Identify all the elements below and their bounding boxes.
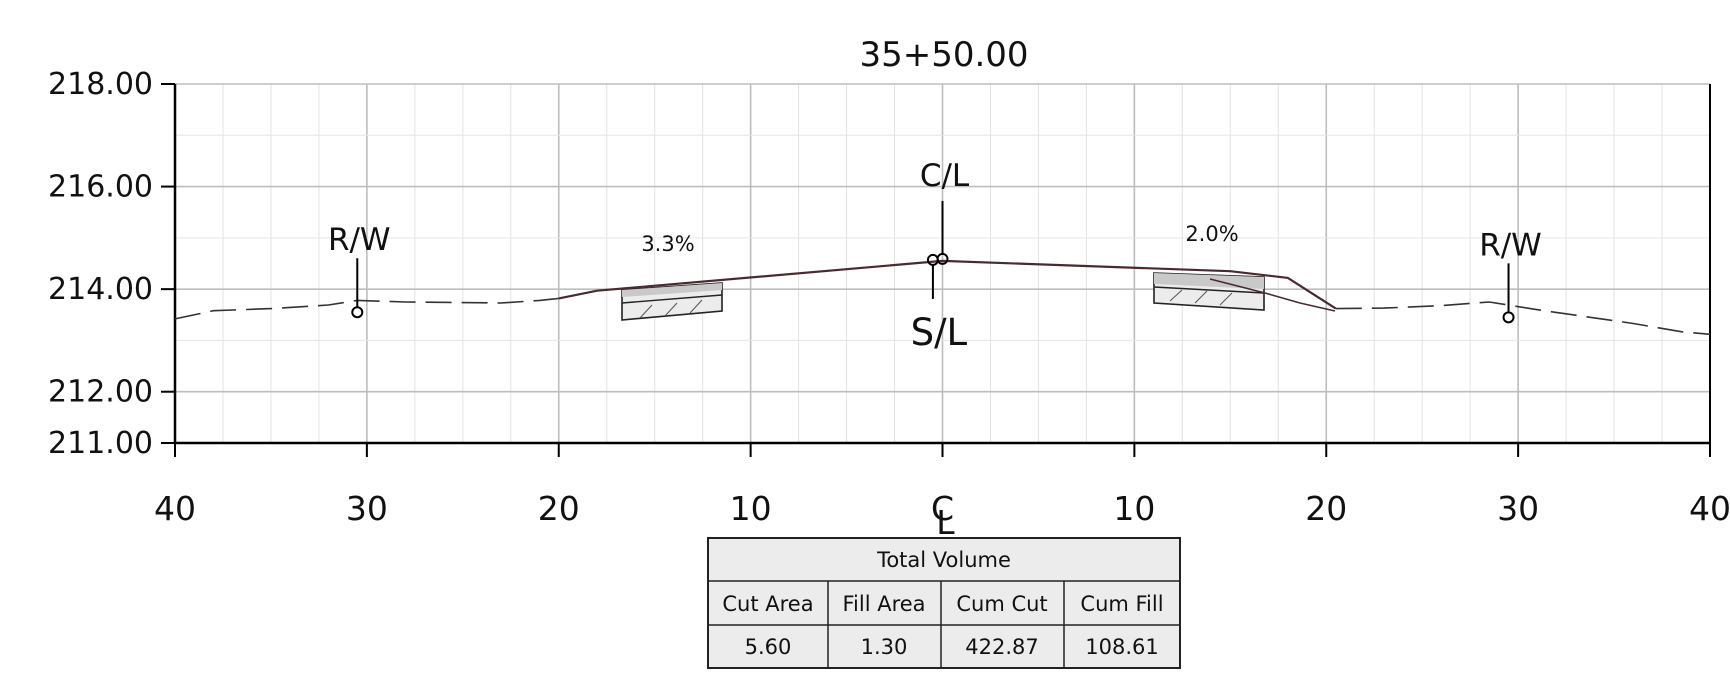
x-tick-label: 30	[346, 489, 388, 528]
col-fill-area: Fill Area	[842, 592, 925, 616]
x-tick-label: 10	[1113, 489, 1155, 528]
left-cross-slope-label: 3.3%	[641, 232, 694, 256]
x-tick-label: 20	[1305, 489, 1347, 528]
val-cut-area: 5.60	[745, 635, 792, 659]
right-of-way-label: R/W	[328, 222, 391, 258]
right-of-way-label: R/W	[1479, 227, 1542, 263]
x-tick-label: 40	[154, 489, 196, 528]
callouts: R/W R/W C/L S/L 3.3% 2.0%	[328, 158, 1542, 354]
x-tick-sublabel: L	[936, 503, 955, 542]
x-tick-label: 10	[730, 489, 772, 528]
right-pavement-block	[1153, 272, 1265, 311]
val-cum-cut: 422.87	[965, 635, 1038, 659]
x-tick-label: 30	[1497, 489, 1539, 528]
y-tick-label: 216.00	[48, 170, 153, 205]
y-tick-label: 218.00	[48, 67, 153, 102]
x-tick-label: C	[931, 489, 954, 528]
y-tick-label: 212.00	[48, 375, 153, 410]
survey-line-label: S/L	[911, 311, 968, 354]
survey-line-marker	[926, 253, 939, 266]
right-ditch-line	[1209, 278, 1336, 312]
x-tick-label: 40	[1689, 489, 1730, 528]
y-tick-label: 211.00	[48, 426, 153, 461]
y-tick-labels: 218.00 216.00 214.00 212.00 211.00	[48, 67, 175, 461]
col-cut-area: Cut Area	[722, 592, 813, 616]
grid	[175, 83, 1710, 443]
proposed-finished-grade	[558, 259, 1337, 310]
val-cum-fill: 108.61	[1085, 635, 1158, 659]
volume-table-header: Total Volume	[876, 548, 1011, 572]
volume-table: Total Volume Cut Area Fill Area Cum Cut …	[707, 537, 1181, 669]
left-pavement-block	[621, 282, 723, 321]
centerline-label: C/L	[920, 158, 970, 194]
col-cum-fill: Cum Fill	[1080, 592, 1163, 616]
existing-ground-right	[1335, 301, 1711, 336]
right-cross-slope-label: 2.0%	[1185, 222, 1238, 246]
right-of-way-marker	[351, 306, 364, 319]
title: 35+50.00	[859, 35, 1028, 75]
col-cum-cut: Cum Cut	[956, 592, 1047, 616]
y-tick-label: 214.00	[48, 272, 153, 307]
x-tick-labels: 40 30 20 10 CL 10 20 30 40	[154, 443, 1730, 542]
val-fill-area: 1.30	[861, 635, 908, 659]
x-tick-label: 20	[538, 489, 580, 528]
right-of-way-marker	[1502, 311, 1515, 324]
